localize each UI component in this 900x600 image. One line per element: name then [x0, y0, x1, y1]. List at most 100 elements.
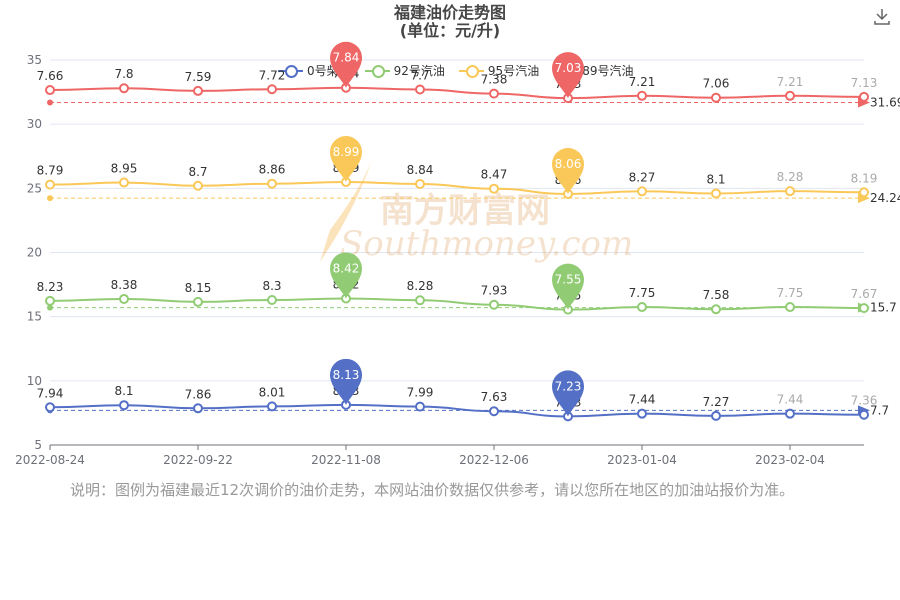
- mark-point-label: 8.99: [333, 145, 360, 159]
- data-label: 7.06: [703, 77, 730, 91]
- data-label: 8.7: [188, 165, 207, 179]
- average-label: 24.24: [870, 191, 900, 205]
- y-tick-label: 10: [27, 374, 42, 388]
- mark-point-label: 7.84: [333, 51, 360, 65]
- data-label: 7.99: [407, 386, 434, 400]
- average-line-start: [47, 304, 53, 311]
- data-point: [119, 293, 129, 304]
- series-line: [49, 181, 865, 195]
- data-label: 7.21: [777, 75, 804, 89]
- average-label: 7.7: [870, 403, 889, 417]
- mark-point-pin: [330, 41, 362, 88]
- data-label: 8.01: [259, 385, 286, 399]
- data-point: [859, 187, 869, 198]
- grid-lines: [50, 59, 864, 382]
- data-label: 7.7: [410, 69, 429, 83]
- x-tick-label: 2022-11-08: [311, 453, 381, 467]
- data-label: 7.67: [851, 287, 878, 301]
- data-label: 7.75: [629, 286, 656, 300]
- chart-title-block: 福建油价走势图 (单位：元/升): [0, 4, 900, 40]
- mark-point-label: 7.55: [555, 273, 582, 287]
- data-label: 8.79: [37, 164, 64, 178]
- data-point: [45, 179, 55, 190]
- data-label: 8.3: [262, 279, 281, 293]
- data-point: [193, 296, 203, 307]
- x-tick-label: 2023-02-04: [755, 453, 825, 467]
- x-axis: 2022-08-24 2022-09-22 2022-11-08 2022-12-06…: [15, 444, 864, 467]
- series-line: [49, 86, 865, 100]
- data-label: 8.19: [851, 171, 878, 185]
- data-label: 8.15: [185, 281, 212, 295]
- data-label: 7.8: [114, 67, 133, 81]
- data-label: 7.38: [481, 73, 508, 87]
- x-tick-label: 2023-01-04: [607, 453, 677, 467]
- watermark-en: Southmoney.com: [340, 224, 633, 264]
- average-label: 31.69: [870, 95, 900, 109]
- data-label: 7.75: [777, 286, 804, 300]
- data-label: 8.27: [629, 170, 656, 184]
- mark-point-pin: [552, 263, 584, 310]
- data-point: [119, 83, 129, 94]
- data-label: 7.63: [481, 390, 508, 404]
- chart-subtitle: (单位：元/升): [399, 21, 501, 40]
- data-point: [45, 85, 55, 96]
- data-label: 8.28: [777, 170, 804, 184]
- legend-label: 92号汽油: [393, 64, 445, 78]
- legend-label: 89号汽油: [582, 64, 634, 78]
- data-point: [193, 403, 203, 414]
- data-label: 7.13: [851, 76, 878, 90]
- data-point: [415, 295, 425, 306]
- data-point: [859, 303, 869, 314]
- legend-line-icon: [278, 64, 303, 78]
- data-point: [489, 183, 499, 194]
- legend-label: 95号汽油: [487, 64, 540, 78]
- legend-item[interactable]: 92号汽油: [364, 62, 445, 79]
- y-tick-label: 25: [27, 181, 42, 195]
- data-label: 7.27: [703, 395, 730, 409]
- data-point: [415, 401, 425, 412]
- mark-point-label: 7.23: [555, 379, 582, 393]
- y-tick-label: 35: [27, 53, 42, 67]
- data-point: [711, 410, 721, 421]
- mark-point-pin: [330, 252, 362, 299]
- data-point: [267, 294, 277, 305]
- x-tick-label: 2022-09-22: [163, 453, 233, 467]
- data-label: 7.21: [629, 75, 656, 89]
- y-tick-label: 15: [27, 310, 42, 324]
- series-line: [49, 403, 865, 418]
- data-point: [45, 402, 55, 413]
- data-point: [711, 92, 721, 103]
- mark-point-label: 8.42: [333, 261, 360, 275]
- mark-point-pin: [552, 52, 584, 99]
- download-icon[interactable]: [872, 6, 892, 26]
- data-point: [489, 88, 499, 99]
- data-point: [711, 304, 721, 315]
- data-point: [119, 177, 129, 188]
- data-point: [637, 90, 647, 101]
- mark-point-pin: [552, 147, 584, 194]
- data-point: [193, 180, 203, 191]
- y-tick-label: 30: [27, 117, 42, 131]
- data-point: [785, 408, 795, 419]
- legend-item[interactable]: 95号汽油: [458, 62, 540, 79]
- mark-point-pin: [330, 136, 362, 183]
- data-label: 8.28: [407, 279, 434, 293]
- x-tick-label: 2022-08-24: [15, 453, 85, 467]
- data-point: [415, 84, 425, 95]
- average-line-start: [47, 99, 53, 106]
- data-point: [45, 295, 55, 306]
- legend-line-icon: [458, 64, 484, 78]
- data-label: 8.84: [407, 163, 434, 177]
- data-point: [267, 178, 277, 189]
- mark-point-label: 8.13: [333, 368, 360, 382]
- data-point: [859, 409, 869, 420]
- data-point: [267, 401, 277, 412]
- data-label: 7.44: [777, 393, 804, 407]
- y-tick-label: 20: [27, 246, 42, 260]
- data-point: [119, 400, 129, 411]
- data-label: 7.59: [185, 70, 212, 84]
- data-label: 7.86: [185, 387, 212, 401]
- data-point: [637, 408, 647, 419]
- average-line-start: [47, 195, 53, 202]
